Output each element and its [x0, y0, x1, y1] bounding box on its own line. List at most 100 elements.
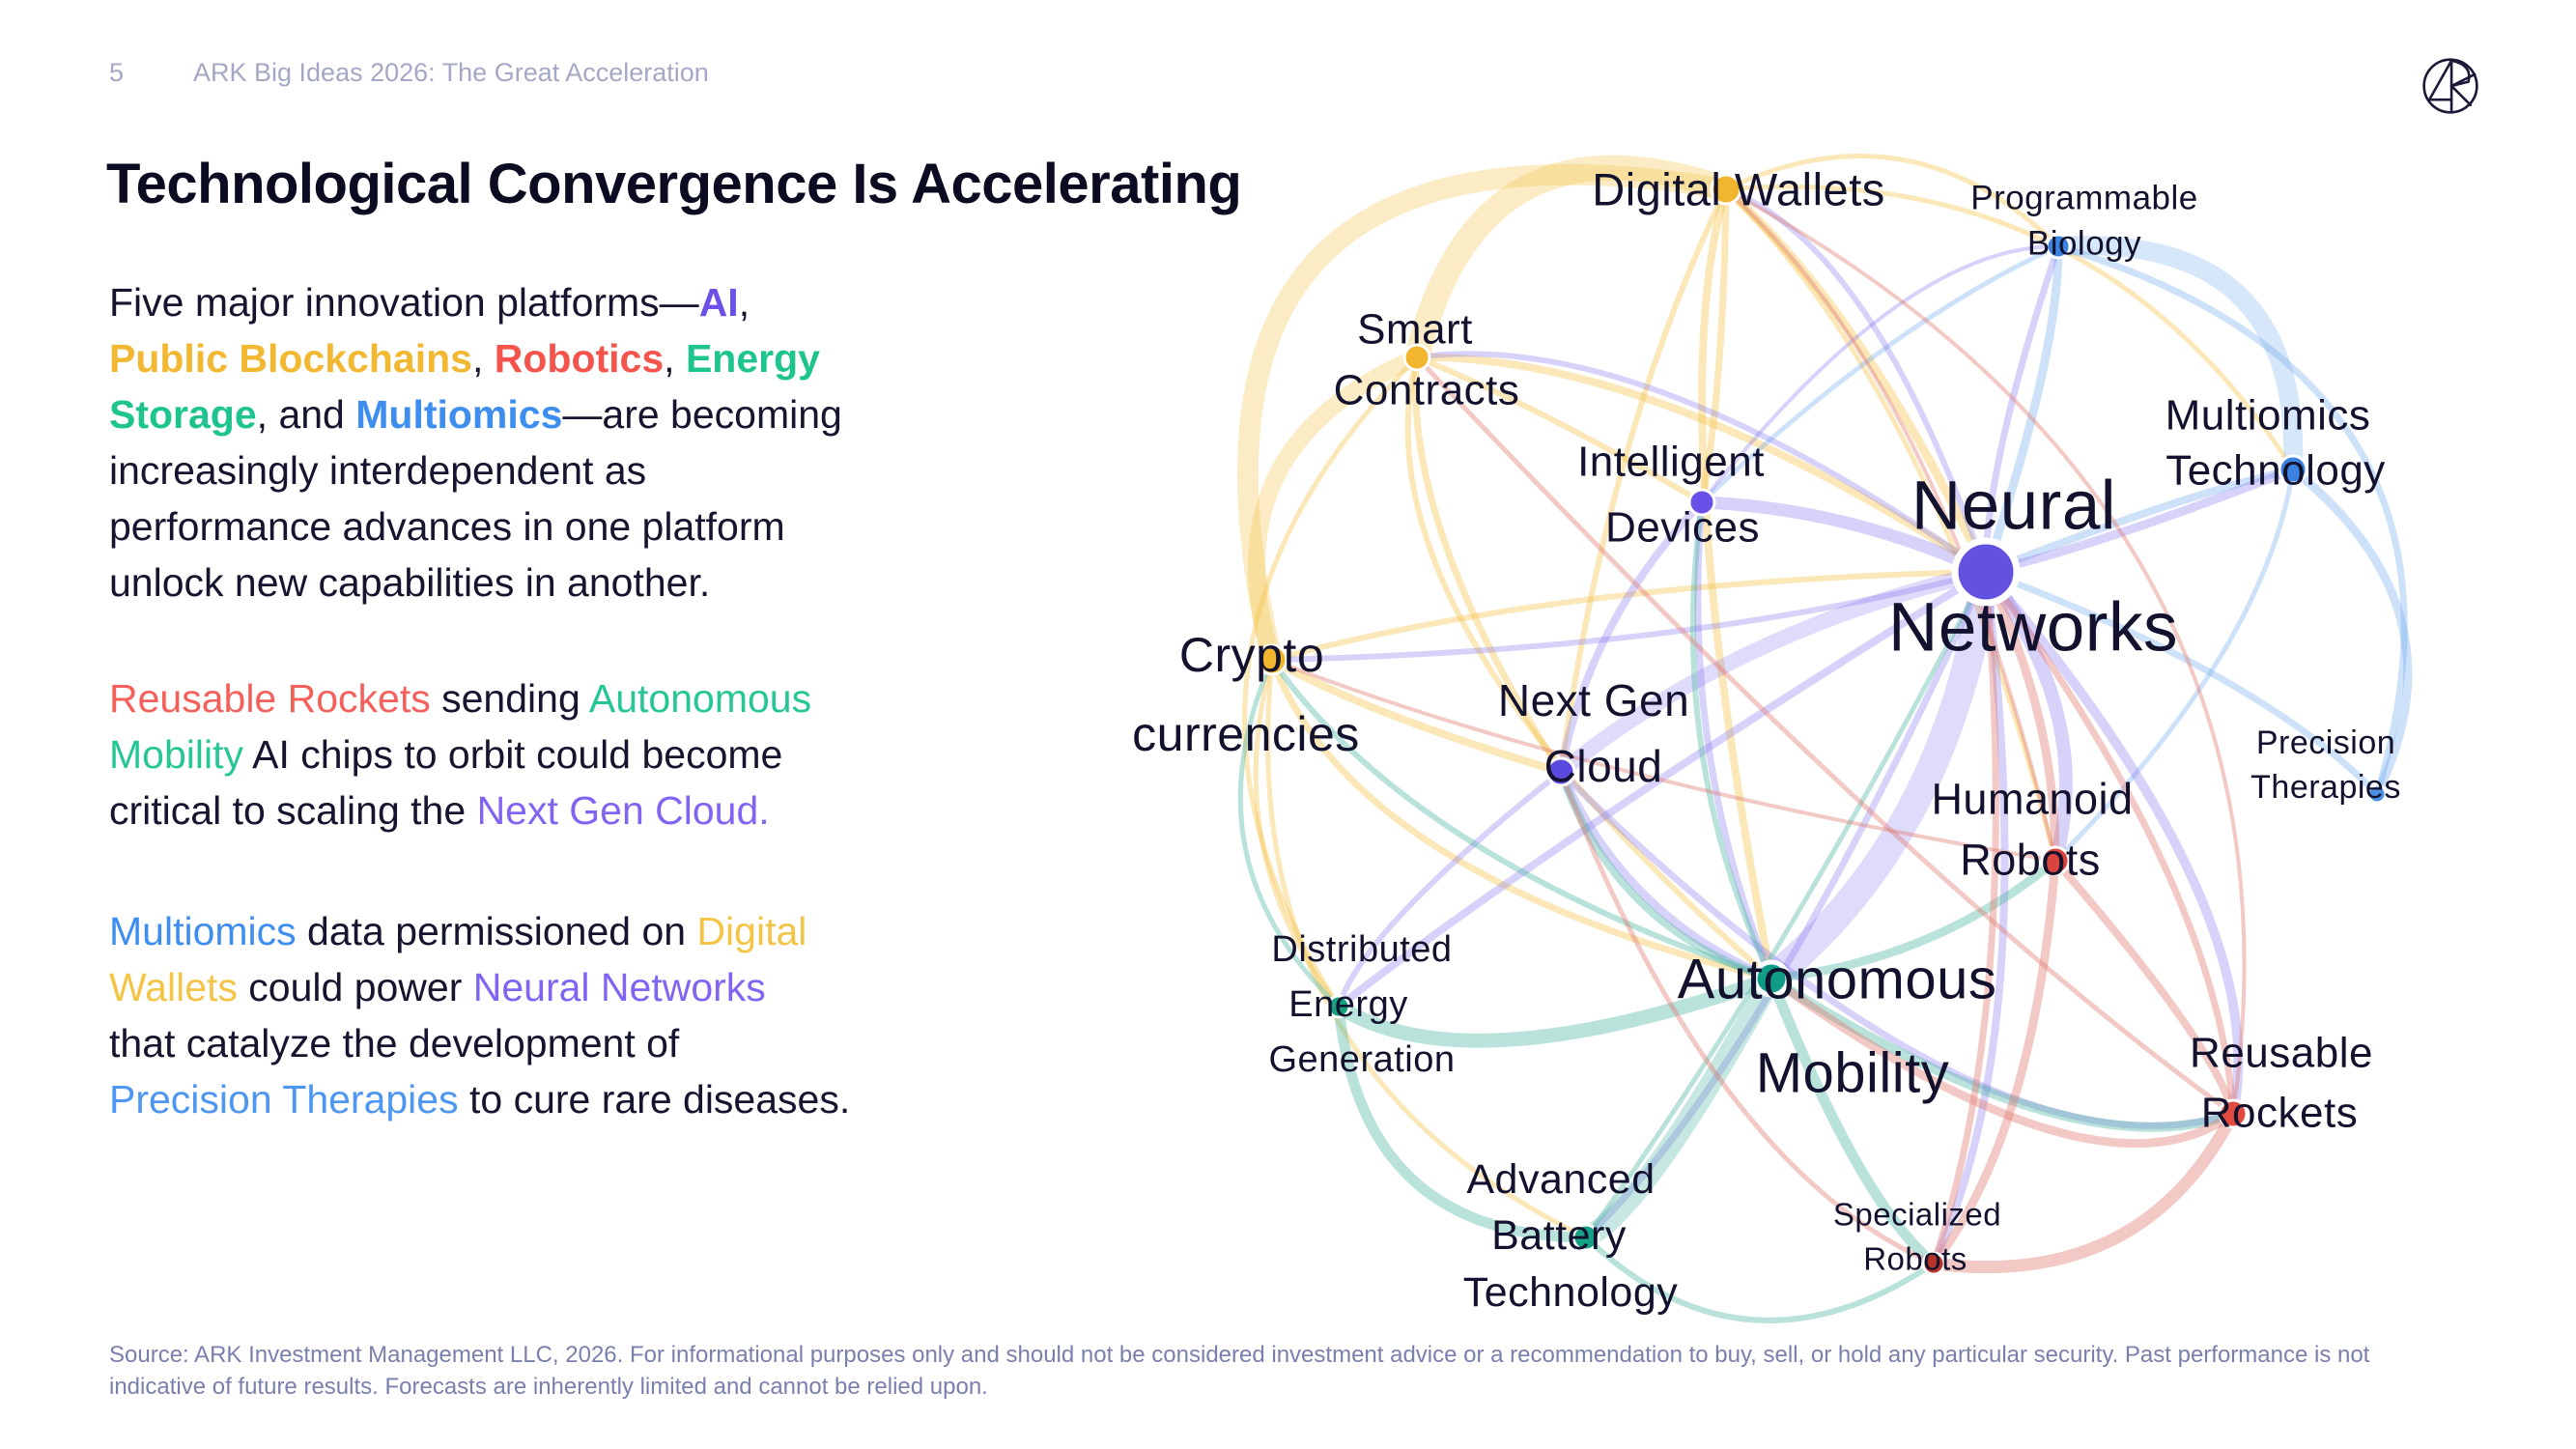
edge-rr-am	[1767, 974, 2238, 1149]
node-label-sr: Specialized	[1833, 1197, 2001, 1233]
node-sc	[1402, 343, 1431, 372]
edge-mt-nn	[1982, 466, 2297, 576]
text-segment: increasingly interdependent as	[109, 448, 647, 493]
node-label-abt: Advanced	[1466, 1156, 1655, 1203]
node-label-cc: currencies	[1132, 707, 1360, 761]
text-segment: ,	[738, 280, 750, 325]
text-segment: performance advances in one platform	[109, 504, 785, 549]
node-label-pt: Therapies	[2250, 769, 2401, 806]
text-segment: critical to scaling the	[109, 788, 477, 833]
edge-sc-nn	[1413, 353, 1990, 576]
node-label-cc: Crypto	[1179, 628, 1324, 682]
node-label-id: Devices	[1605, 504, 1760, 552]
edge-abt-sr	[1583, 1235, 1937, 1323]
edge-pb-nn	[1981, 242, 2063, 577]
edge-hr-nn	[1981, 567, 2060, 866]
edge-ngc-rr	[1557, 768, 2237, 1129]
node-label-dw: Digital Wallets	[1592, 164, 1885, 215]
text-segment: Autonomous	[588, 676, 812, 721]
node-label-am: Mobility	[1756, 1042, 1950, 1105]
node-label-pt: Precision	[2256, 724, 2395, 761]
edge-sc-id	[1414, 355, 1705, 505]
edge-am-id	[1689, 499, 1774, 981]
edge-id-pb	[1700, 243, 2060, 504]
network-labels: Digital Wallets Programmable Biology Smart C…	[1132, 164, 2401, 1317]
edge-nn-sr	[1930, 568, 2009, 1267]
edge-hr-dw	[1724, 187, 2057, 863]
edge-pb-mt	[2049, 236, 2304, 479]
text-segment: ,	[471, 336, 495, 381]
node-label-abt: Battery	[1491, 1212, 1627, 1259]
text-segment: Robotics	[494, 336, 665, 381]
edge-id-am	[1694, 498, 1775, 982]
node-am	[1752, 959, 1791, 998]
edge-deg-abt	[1333, 1001, 1592, 1243]
edge-abt-nn	[1583, 569, 1989, 1240]
text-segment: Neural Networks	[472, 965, 766, 1009]
text-segment: Digital	[696, 909, 807, 953]
text-segment: Precision Therapies	[109, 1077, 459, 1122]
node-label-pb: Biology	[2027, 225, 2141, 263]
node-label-nn: Neural	[1911, 469, 2116, 545]
edge-dw-sc	[1404, 155, 1739, 370]
edge-sc-deg	[1242, 355, 1420, 1009]
edge-nn-hr	[1979, 565, 2073, 867]
network-edges	[1236, 154, 2413, 1323]
node-label-mt: Multiomics	[2166, 392, 2371, 440]
text-segment: Public Blockchains	[109, 336, 472, 381]
node-sr	[1921, 1251, 1946, 1276]
edge-nn-deg	[1335, 568, 1990, 1010]
network-nodes	[1256, 173, 2388, 1276]
node-label-sr: Robots	[1863, 1241, 1967, 1277]
node-rr	[2218, 1098, 2249, 1129]
text-segment: AI	[698, 280, 739, 325]
text-segment: Next Gen Cloud.	[476, 788, 770, 833]
source-disclaimer: Source: ARK Investment Management LLC, 2…	[109, 1339, 2505, 1403]
text-segment: Multiomics	[109, 909, 297, 953]
node-label-ngc: Next Gen	[1498, 675, 1689, 725]
node-label-deg: Distributed	[1271, 929, 1452, 970]
text-segment: Multiomics	[355, 392, 563, 437]
node-label-pb: Programmable	[1970, 180, 2198, 217]
node-label-rr: Reusable	[2190, 1030, 2373, 1077]
node-pb	[2045, 233, 2072, 260]
edge-pb-pt	[2054, 242, 2408, 798]
deck-title: ARK Big Ideas 2026: The Great Accelerati…	[193, 58, 709, 87]
edge-nn-ngc	[1553, 564, 1994, 780]
source-line-1: Source: ARK Investment Management LLC, 2…	[109, 1342, 2370, 1368]
node-id	[1687, 488, 1716, 517]
edge-rr-hr	[2052, 857, 2237, 1118]
text-segment: Wallets	[109, 965, 238, 1009]
edge-dw-pb	[1723, 154, 2061, 249]
edge-nn-dw	[1723, 186, 1989, 575]
edge-rr-sr	[1927, 1107, 2240, 1274]
paragraph-platforms: Five major innovation platforms—AI, Publi…	[109, 274, 1133, 611]
text-segment: data permissioned on	[296, 909, 697, 953]
node-label-sc: Smart	[1357, 306, 1473, 354]
text-segment: sending	[430, 676, 589, 721]
text-segment: to cure rare diseases.	[458, 1077, 851, 1122]
ark-logo-icon	[2422, 58, 2478, 114]
edge-am-sr	[1766, 973, 1939, 1269]
text-segment: ,	[664, 336, 686, 381]
node-mt	[2278, 454, 2308, 485]
source-line-2: indicative of future results. Forecasts …	[109, 1374, 988, 1400]
text-segment: AI chips to orbit could become	[242, 732, 783, 777]
edge-cc-am	[1268, 656, 1775, 982]
node-label-abt: Technology	[1463, 1269, 1679, 1316]
edge-deg-cc	[1237, 657, 1342, 1009]
edge-sc-am	[1404, 355, 1774, 981]
edge-rr-dw	[1724, 187, 2247, 1116]
edge-am-hr	[1767, 856, 2060, 983]
edge-sr-ngc	[1558, 769, 1937, 1266]
text-segment: Mobility	[109, 732, 243, 777]
edge-mt-hr	[2052, 467, 2296, 864]
text-segment: could power	[237, 965, 473, 1009]
node-cc	[1256, 643, 1288, 676]
node-label-deg: Generation	[1268, 1039, 1455, 1080]
node-ngc	[1545, 756, 1576, 787]
edge-am-rr	[1767, 974, 2238, 1132]
edge-am-cc	[1269, 657, 1774, 981]
node-hr	[2040, 845, 2071, 876]
